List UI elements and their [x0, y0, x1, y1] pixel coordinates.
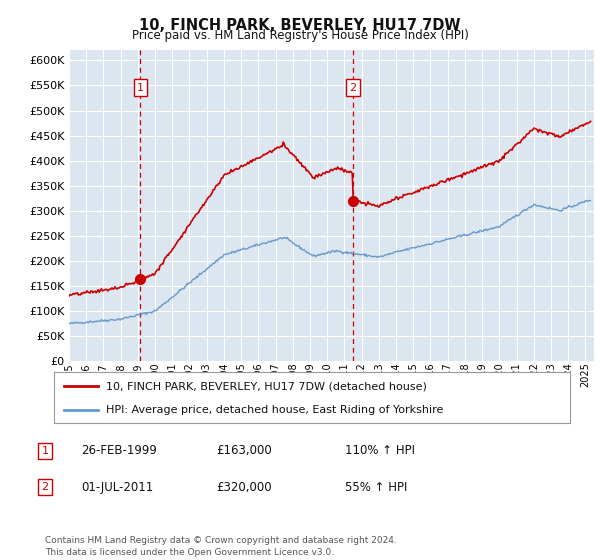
Text: £163,000: £163,000 — [216, 444, 272, 458]
Text: 10, FINCH PARK, BEVERLEY, HU17 7DW (detached house): 10, FINCH PARK, BEVERLEY, HU17 7DW (deta… — [106, 381, 427, 391]
Text: 26-FEB-1999: 26-FEB-1999 — [81, 444, 157, 458]
Text: 55% ↑ HPI: 55% ↑ HPI — [345, 480, 407, 494]
Text: 110% ↑ HPI: 110% ↑ HPI — [345, 444, 415, 458]
Text: 10, FINCH PARK, BEVERLEY, HU17 7DW: 10, FINCH PARK, BEVERLEY, HU17 7DW — [139, 18, 461, 33]
Text: Contains HM Land Registry data © Crown copyright and database right 2024.
This d: Contains HM Land Registry data © Crown c… — [45, 536, 397, 557]
Text: £320,000: £320,000 — [216, 480, 272, 494]
Text: 1: 1 — [41, 446, 49, 456]
Text: 2: 2 — [41, 482, 49, 492]
Text: 2: 2 — [349, 83, 356, 93]
Text: 01-JUL-2011: 01-JUL-2011 — [81, 480, 153, 494]
Text: 1: 1 — [137, 83, 144, 93]
Text: HPI: Average price, detached house, East Riding of Yorkshire: HPI: Average price, detached house, East… — [106, 405, 443, 415]
Text: Price paid vs. HM Land Registry's House Price Index (HPI): Price paid vs. HM Land Registry's House … — [131, 29, 469, 42]
